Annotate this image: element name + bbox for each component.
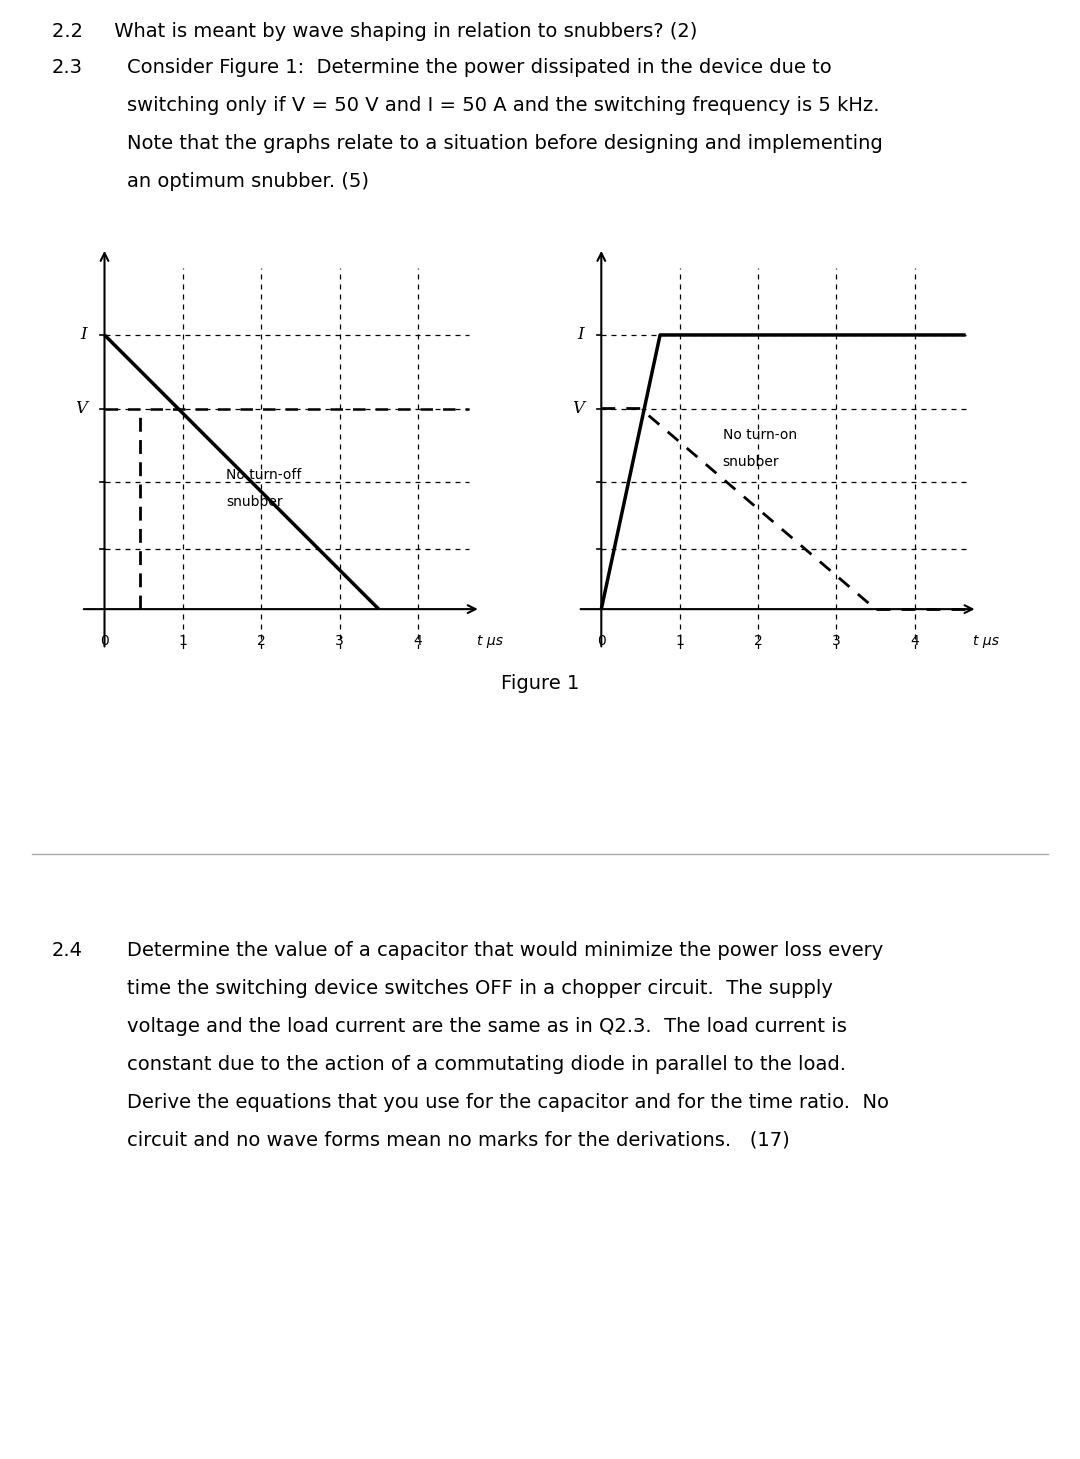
- Text: I: I: [81, 327, 87, 343]
- Text: V: V: [572, 400, 584, 417]
- Text: constant due to the action of a commutating diode in parallel to the load.: constant due to the action of a commutat…: [127, 1055, 847, 1074]
- Text: 2: 2: [257, 635, 266, 648]
- Text: 1: 1: [178, 635, 187, 648]
- Text: 4: 4: [414, 635, 422, 648]
- Text: voltage and the load current are the same as in Q2.3.  The load current is: voltage and the load current are the sam…: [127, 1017, 848, 1036]
- Text: No turn-on: No turn-on: [723, 427, 797, 442]
- Text: snubber: snubber: [226, 495, 283, 509]
- Text: Derive the equations that you use for the capacitor and for the time ratio.  No: Derive the equations that you use for th…: [127, 1093, 890, 1112]
- Text: t μs: t μs: [973, 635, 999, 648]
- Text: time the switching device switches OFF in a chopper circuit.  The supply: time the switching device switches OFF i…: [127, 979, 834, 998]
- Text: Figure 1: Figure 1: [501, 674, 579, 693]
- Text: No turn-off: No turn-off: [226, 468, 301, 481]
- Text: I: I: [578, 327, 584, 343]
- Text: an optimum snubber. (5): an optimum snubber. (5): [127, 172, 369, 191]
- Text: Consider Figure 1:  Determine the power dissipated in the device due to: Consider Figure 1: Determine the power d…: [127, 58, 833, 77]
- Text: 2.3: 2.3: [52, 58, 83, 77]
- Text: 2.4: 2.4: [52, 941, 83, 960]
- Text: 1: 1: [675, 635, 684, 648]
- Text: t μs: t μs: [476, 635, 502, 648]
- Text: snubber: snubber: [723, 455, 780, 468]
- Text: circuit and no wave forms mean no marks for the derivations.   (17): circuit and no wave forms mean no marks …: [127, 1131, 791, 1150]
- Text: 2: 2: [754, 635, 762, 648]
- Text: 0: 0: [100, 635, 109, 648]
- Text: V: V: [76, 400, 87, 417]
- Text: Determine the value of a capacitor that would minimize the power loss every: Determine the value of a capacitor that …: [127, 941, 883, 960]
- Text: 3: 3: [832, 635, 840, 648]
- Text: 2.2     What is meant by wave shaping in relation to snubbers? (2): 2.2 What is meant by wave shaping in rel…: [52, 22, 698, 41]
- Text: 0: 0: [597, 635, 606, 648]
- Text: Note that the graphs relate to a situation before designing and implementing: Note that the graphs relate to a situati…: [127, 134, 883, 153]
- Text: 3: 3: [335, 635, 343, 648]
- Text: switching only if V = 50 V and I = 50 A and the switching frequency is 5 kHz.: switching only if V = 50 V and I = 50 A …: [127, 96, 880, 115]
- Text: 4: 4: [910, 635, 919, 648]
